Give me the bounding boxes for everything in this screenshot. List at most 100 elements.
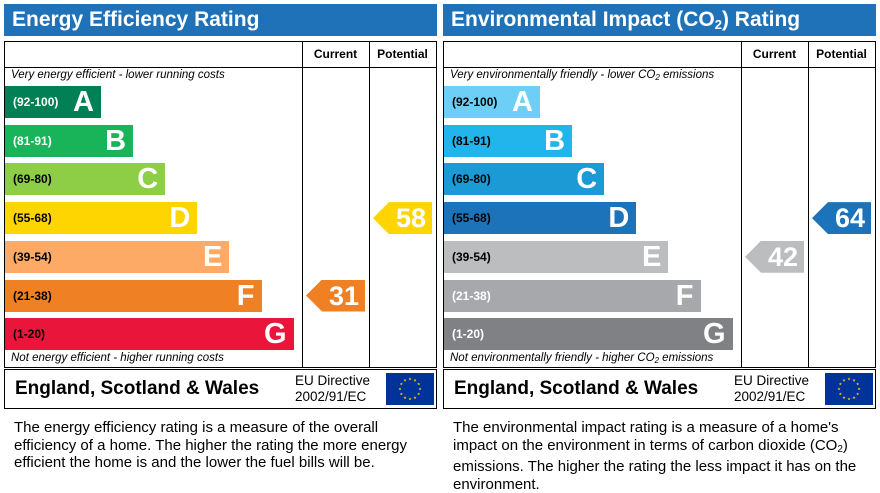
band-g: (1-20) G: [5, 318, 294, 351]
environment-footer-directive: EU Directive 2002/91/EC: [734, 373, 809, 405]
band-f: (21-38) F: [5, 279, 262, 312]
eu-star-icon: [852, 396, 856, 399]
band-e: (39-54) E: [5, 240, 230, 273]
environment-bottom-caption: Not environmentally friendly - higher CO…: [450, 352, 714, 365]
band-b: (81-91) B: [444, 124, 573, 157]
environment-title: Environmental Impact (CO2) Rating: [443, 4, 876, 36]
band-range: (81-91): [13, 133, 52, 148]
eu-star-icon: [418, 387, 422, 391]
band-range: (92-100): [452, 95, 498, 109]
eu-star-icon: [403, 378, 407, 382]
eu-star-icon: [837, 387, 841, 391]
band-letter: D: [169, 202, 191, 235]
band-range: (69-80): [13, 172, 52, 187]
environment-footer-country: England, Scotland & Wales: [454, 378, 699, 399]
energy-footer: England, Scotland & Wales EU Directive 2…: [4, 369, 437, 409]
eu-star-icon: [417, 382, 421, 386]
band-c: (69-80) C: [444, 163, 605, 196]
eu-star-icon: [408, 397, 412, 401]
energy-col-potential: Potential: [377, 47, 428, 61]
energy-directive-line1: EU Directive: [295, 373, 371, 388]
energy-bottom-caption: Not energy efficient - higher running co…: [11, 352, 224, 364]
band-letter: G: [264, 318, 287, 351]
band-letter: C: [576, 163, 598, 196]
eu-star-icon: [838, 382, 842, 386]
band-a: (92-100) A: [444, 86, 540, 118]
band-e: (39-54) E: [444, 240, 669, 273]
environment-footer: England, Scotland & Wales EU Directive 2…: [443, 369, 876, 409]
band-range: (1-20): [13, 327, 46, 342]
eu-star-icon: [399, 382, 403, 386]
eu-star-icon: [856, 382, 860, 386]
eu-flag-icon: [386, 373, 434, 405]
band-range: (55-68): [13, 211, 52, 226]
band-letter: F: [236, 279, 255, 312]
energy-potential-rating: 58: [373, 202, 432, 235]
eu-star-icon: [417, 392, 421, 396]
band-b: (81-91) B: [5, 124, 134, 157]
energy-chart: Current Potential Very energy efficient …: [4, 41, 437, 368]
energy-current-value: 31: [328, 280, 359, 311]
environment-col-current: Current: [752, 47, 797, 61]
eu-star-icon: [842, 378, 846, 382]
eu-star-icon: [838, 392, 842, 396]
band-letter: F: [675, 279, 694, 312]
band-d: (55-68) D: [444, 202, 637, 235]
band-range: (1-20): [452, 327, 485, 342]
eu-star-icon: [852, 378, 856, 382]
band-range: (55-68): [452, 211, 491, 226]
band-range: (39-54): [13, 249, 52, 264]
environmental-impact-panel: Environmental Impact (CO2) Rating Curren…: [443, 0, 876, 493]
eu-star-icon: [408, 377, 412, 381]
band-range: (39-54): [452, 249, 491, 264]
band-a: (92-100) A: [5, 86, 101, 118]
band-range: (92-100): [13, 95, 59, 109]
environment-directive-line1: EU Directive: [734, 373, 810, 388]
eu-star-icon: [399, 392, 403, 396]
band-letter: A: [73, 86, 94, 118]
environment-potential-rating: 64: [812, 202, 871, 235]
eu-star-icon: [413, 378, 417, 382]
environment-top-caption: Very environmentally friendly - lower CO…: [450, 69, 715, 82]
energy-col-current: Current: [313, 47, 358, 61]
eu-star-icon: [403, 396, 407, 399]
environment-current-value: 42: [767, 241, 798, 272]
eu-star-icon: [856, 392, 860, 396]
eu-star-icon: [847, 377, 851, 381]
energy-description: The energy efficiency rating is a measur…: [14, 419, 408, 471]
band-g: (1-20) G: [444, 318, 733, 351]
band-d: (55-68) D: [5, 202, 198, 235]
energy-footer-country: England, Scotland & Wales: [15, 378, 260, 399]
eu-star-icon: [413, 396, 417, 399]
band-letter: E: [642, 240, 662, 273]
energy-footer-directive: EU Directive 2002/91/EC: [295, 373, 370, 405]
band-letter: B: [105, 124, 127, 157]
environment-chart: Current Potential Very environmentally f…: [443, 41, 876, 368]
band-range: (21-38): [452, 288, 491, 303]
energy-directive-line2: 2002/91/EC: [295, 389, 367, 404]
band-letter: B: [544, 124, 566, 157]
band-c: (69-80) C: [5, 163, 166, 196]
energy-current-rating: 31: [306, 279, 365, 312]
energy-title: Energy Efficiency Rating: [4, 4, 437, 36]
band-f: (21-38) F: [444, 279, 701, 312]
band-range: (21-38): [13, 288, 52, 303]
band-letter: A: [512, 86, 533, 118]
band-letter: G: [703, 318, 726, 351]
environment-col-potential: Potential: [816, 47, 867, 61]
band-letter: D: [608, 202, 630, 235]
environment-potential-value: 64: [834, 203, 865, 234]
environment-current-rating: 42: [745, 240, 804, 273]
eu-flag-icon: [825, 373, 873, 405]
band-range: (81-91): [452, 133, 491, 148]
eu-star-icon: [842, 396, 846, 399]
energy-efficiency-panel: Energy Efficiency Rating Current Potenti…: [4, 0, 437, 493]
band-letter: C: [137, 163, 159, 196]
eu-star-icon: [857, 387, 861, 391]
environment-description: The environmental impact rating is a mea…: [453, 419, 857, 493]
energy-top-caption: Very energy efficient - lower running co…: [11, 69, 225, 81]
band-letter: E: [203, 240, 223, 273]
environment-directive-line2: 2002/91/EC: [734, 389, 806, 404]
energy-potential-value: 58: [395, 203, 426, 234]
eu-star-icon: [398, 387, 402, 391]
